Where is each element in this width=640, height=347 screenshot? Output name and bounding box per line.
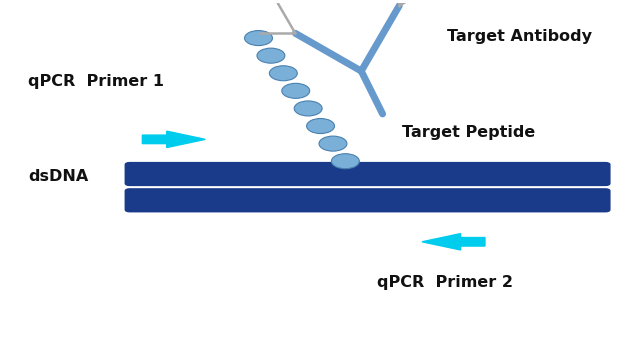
Text: Target Antibody: Target Antibody bbox=[447, 29, 592, 44]
FancyArrow shape bbox=[142, 131, 205, 147]
Text: qPCR  Primer 2: qPCR Primer 2 bbox=[377, 275, 513, 290]
FancyBboxPatch shape bbox=[125, 188, 611, 212]
Text: dsDNA: dsDNA bbox=[28, 169, 88, 184]
Text: qPCR  Primer 1: qPCR Primer 1 bbox=[28, 74, 164, 89]
Circle shape bbox=[244, 31, 273, 45]
Circle shape bbox=[282, 83, 310, 98]
FancyArrow shape bbox=[422, 234, 485, 250]
Text: Target Peptide: Target Peptide bbox=[403, 125, 536, 140]
Circle shape bbox=[269, 66, 298, 81]
Circle shape bbox=[319, 136, 347, 151]
Circle shape bbox=[332, 154, 359, 169]
Circle shape bbox=[294, 101, 322, 116]
Circle shape bbox=[307, 119, 335, 134]
FancyBboxPatch shape bbox=[125, 162, 611, 186]
Circle shape bbox=[257, 48, 285, 63]
